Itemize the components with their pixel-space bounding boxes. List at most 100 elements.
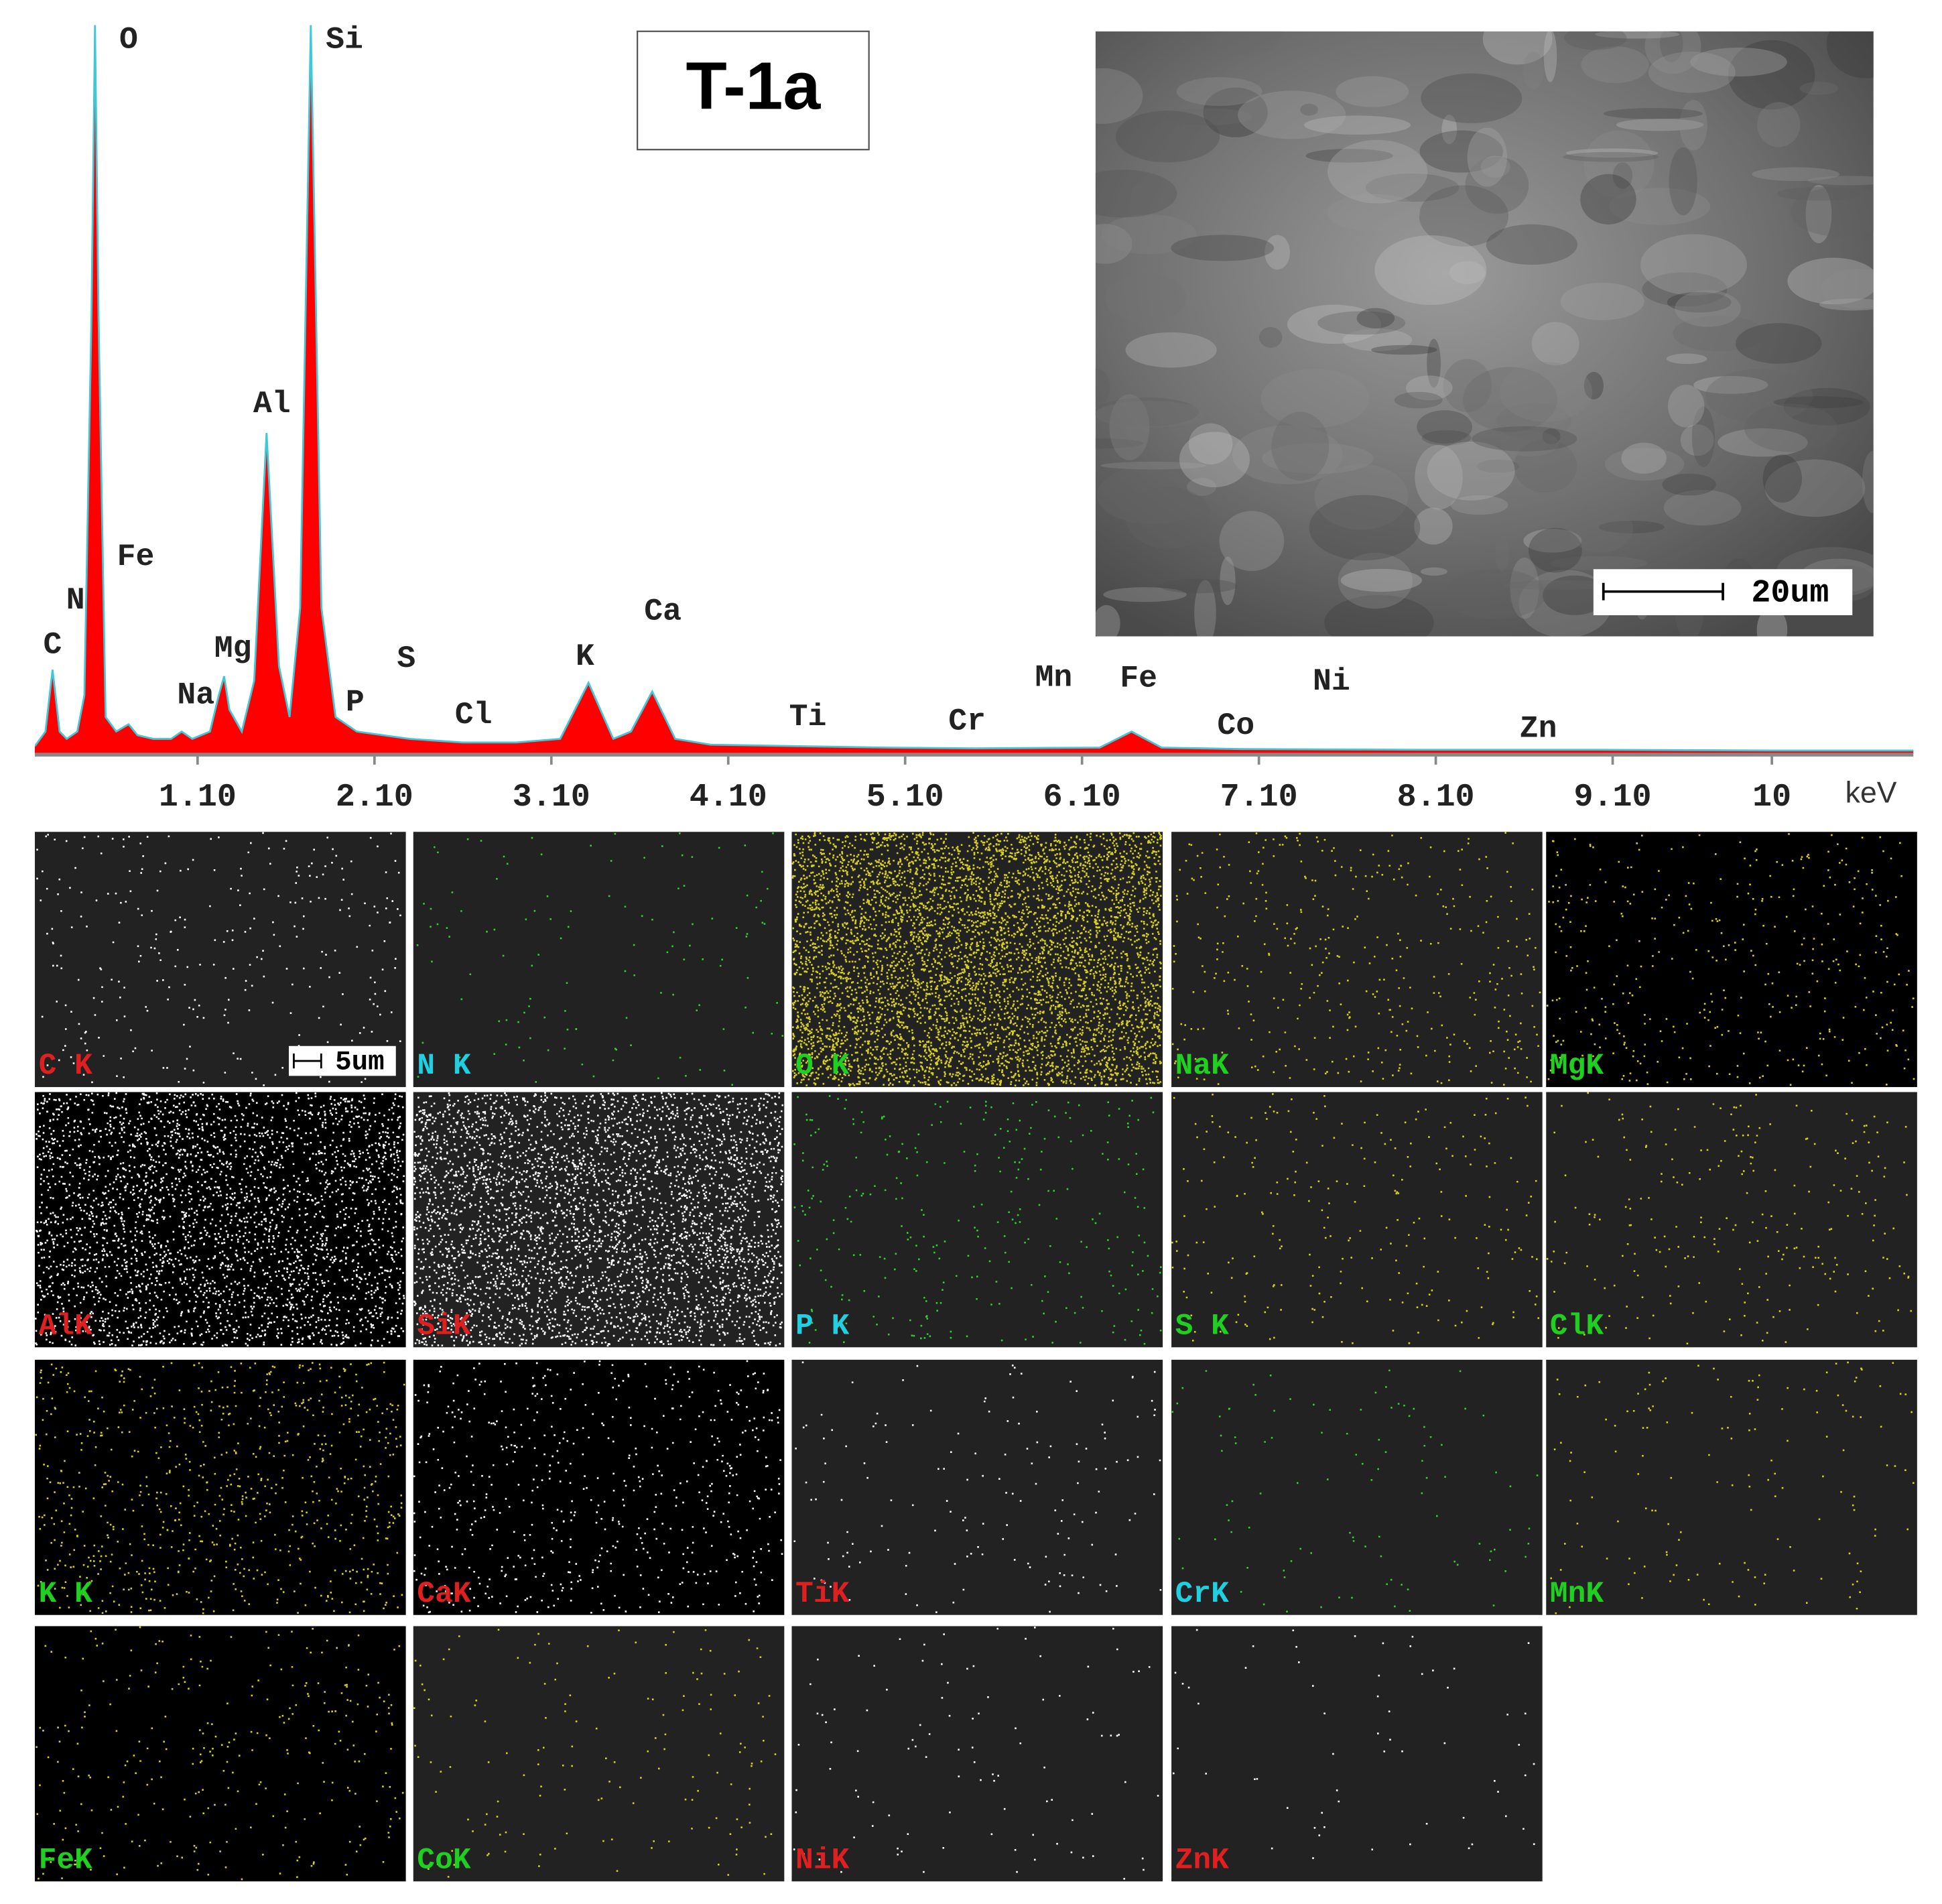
sem-texture (1640, 234, 1748, 296)
sem-texture (1673, 316, 1766, 352)
sem-texture (1109, 394, 1150, 460)
peak-label: Zn (1520, 711, 1557, 747)
sem-texture (1265, 235, 1291, 270)
sem-texture (1095, 368, 1110, 407)
map-background (35, 832, 406, 1088)
map-label: ClK (1550, 1310, 1604, 1344)
x-axis-label: keV (1846, 776, 1897, 809)
sem-texture (1095, 68, 1143, 124)
sem-texture (1728, 40, 1815, 110)
sem-texture (1805, 184, 1832, 243)
sem-texture (1662, 473, 1716, 496)
element-map: P K (791, 1092, 1163, 1348)
sem-texture (1667, 292, 1732, 313)
sem-texture (1581, 46, 1649, 84)
sem-texture (1300, 103, 1318, 116)
sem-texture (1420, 567, 1448, 576)
sem-texture (1764, 459, 1866, 517)
sem-texture (1563, 151, 1659, 162)
sem-texture (1583, 371, 1604, 400)
element-map: SiK (413, 1092, 785, 1348)
element-map: CaK (413, 1359, 785, 1615)
map-background (413, 832, 785, 1088)
peak-label: Ti (789, 699, 827, 735)
sem-texture (1394, 391, 1443, 409)
map-background (1171, 1626, 1543, 1882)
map-label: CoK (417, 1844, 471, 1877)
spectrum-plot (35, 25, 1914, 754)
map-label: MnK (1550, 1578, 1604, 1611)
map-label: K K (39, 1578, 93, 1611)
map-label: S K (1175, 1310, 1230, 1344)
x-tick-label: 7.10 (1220, 779, 1298, 816)
sem-texture (1543, 31, 1557, 82)
sem-texture (1603, 108, 1703, 119)
sem-texture (1095, 605, 1120, 637)
sem-texture (1261, 443, 1374, 474)
sem-texture (1125, 487, 1212, 549)
peak-label: Co (1217, 708, 1254, 743)
peak-label: O (119, 21, 138, 57)
sem-texture (1668, 385, 1705, 428)
element-map: C K (35, 832, 406, 1088)
sem-texture (1194, 580, 1216, 637)
sem-texture (1095, 170, 1177, 218)
map-label: AlK (39, 1310, 93, 1344)
sem-texture (1666, 353, 1707, 365)
map-label: O K (795, 1050, 850, 1083)
map-dots (793, 1361, 1162, 1613)
map-background (791, 832, 1163, 1088)
element-map: ZnK (1171, 1626, 1543, 1882)
sem-texture (1514, 439, 1577, 493)
sem-texture (1518, 570, 1612, 637)
element-map: CoK (413, 1626, 785, 1882)
sem-texture (1220, 556, 1236, 605)
sem-texture (1542, 428, 1561, 444)
sem-texture (1486, 224, 1577, 265)
sem-texture (1648, 52, 1736, 93)
sem-texture (1705, 369, 1813, 423)
sem-texture (1342, 328, 1413, 352)
sem-texture (1480, 155, 1510, 178)
x-tick-label: 2.10 (336, 779, 413, 816)
map-label: NiK (795, 1844, 850, 1877)
element-map: NiK (791, 1626, 1163, 1882)
sem-texture (1188, 423, 1233, 464)
sem-texture (1427, 441, 1515, 501)
map-background (791, 1626, 1163, 1882)
sem-texture (1095, 438, 1144, 449)
sem-texture (1744, 403, 1837, 452)
peak-label: Mg (214, 631, 252, 666)
sem-texture (1807, 176, 1874, 186)
element-map: FeK (35, 1626, 406, 1882)
sem-texture (1612, 162, 1633, 189)
sem-texture (1495, 536, 1510, 572)
map-label: CrK (1175, 1578, 1230, 1611)
peak-label: Ni (1313, 663, 1350, 699)
sem-texture (1644, 31, 1701, 74)
sem-texture (1752, 167, 1840, 182)
sem-texture (1693, 376, 1768, 394)
map-background (1546, 1092, 1917, 1348)
map-scale-label: 5um (335, 1048, 385, 1078)
map-label: CaK (417, 1578, 471, 1611)
sem-texture (1103, 587, 1187, 602)
sem-texture (1496, 403, 1571, 440)
sem-texture (1449, 261, 1486, 284)
sem-texture (1104, 273, 1187, 323)
sem-texture (1130, 183, 1145, 246)
sem-texture (1419, 185, 1509, 247)
map-background (413, 1626, 785, 1882)
spectrum: 1.10 2.10 3.10 4.10 5.10 6.10 7.10 8.10 9.10 10 ke… (35, 21, 1914, 816)
sem-texture (1305, 149, 1393, 163)
peak-label: Ca (644, 594, 682, 629)
sem-texture (1417, 410, 1472, 444)
map-background (791, 1359, 1163, 1615)
map-background (1546, 832, 1917, 1088)
sem-texture (1502, 580, 1614, 590)
sem-texture (1467, 127, 1507, 187)
sem-texture (1336, 76, 1409, 107)
map-label: N K (417, 1050, 471, 1083)
sem-texture (1465, 156, 1529, 214)
